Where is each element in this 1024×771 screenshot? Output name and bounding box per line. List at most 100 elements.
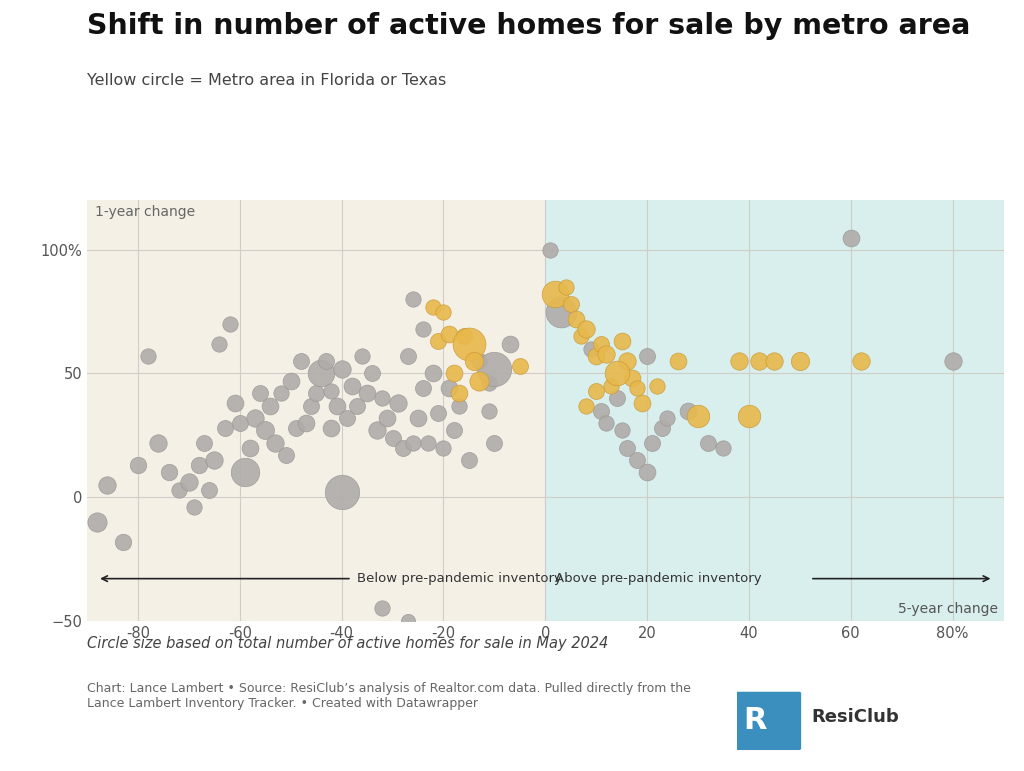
Text: Below pre-pandemic inventory: Below pre-pandemic inventory (357, 572, 562, 585)
Point (410, 412, 426, 424)
Point (130, 459, 146, 471)
Point (547, 288, 563, 301)
Point (593, 404, 609, 416)
Point (379, 412, 395, 424)
Point (440, 328, 457, 340)
Point (654, 422, 671, 434)
Point (624, 372, 640, 385)
Point (481, 377, 498, 389)
Point (792, 355, 808, 367)
Point (211, 338, 227, 350)
Point (649, 379, 666, 392)
Bar (87, 200, 545, 621)
Point (588, 350, 604, 362)
Point (185, 501, 202, 513)
Point (430, 407, 446, 419)
Point (618, 442, 635, 454)
Point (201, 483, 217, 496)
Point (502, 338, 518, 350)
Point (766, 355, 782, 367)
Point (451, 387, 467, 399)
Point (716, 442, 732, 454)
Point (471, 355, 487, 367)
Point (486, 436, 503, 449)
Point (399, 614, 416, 627)
Point (196, 436, 212, 449)
Point (608, 392, 625, 404)
Point (415, 323, 431, 335)
Point (588, 385, 604, 397)
Point (318, 355, 335, 367)
Point (140, 350, 157, 362)
Point (603, 379, 620, 392)
Point (461, 454, 477, 466)
Point (562, 298, 579, 311)
Point (308, 387, 325, 399)
Point (578, 323, 594, 335)
Point (247, 412, 263, 424)
Point (740, 409, 757, 422)
Point (334, 486, 350, 498)
Point (440, 382, 457, 395)
Point (751, 355, 767, 367)
Point (670, 355, 686, 367)
Point (613, 335, 630, 348)
Point (384, 432, 400, 444)
Point (278, 449, 294, 461)
Point (358, 387, 375, 399)
Point (221, 318, 238, 330)
Text: R: R (743, 706, 767, 736)
Point (262, 399, 279, 412)
Point (486, 362, 503, 375)
Point (567, 313, 584, 325)
Point (272, 387, 289, 399)
Point (557, 281, 573, 293)
Point (283, 375, 299, 387)
Bar (545, 200, 1004, 621)
Point (598, 417, 614, 429)
Text: Chart: Lance Lambert • Source: ResiClub’s analysis of Realtor.com data. Pulled d: Chart: Lance Lambert • Source: ResiClub’… (87, 682, 691, 710)
Text: Circle size based on total number of active homes for sale in May 2024: Circle size based on total number of act… (87, 636, 608, 651)
Point (190, 459, 207, 471)
Point (583, 342, 599, 355)
Point (170, 483, 186, 496)
Point (415, 382, 431, 395)
Point (369, 424, 385, 436)
Point (425, 367, 441, 379)
Point (298, 417, 314, 429)
Point (180, 476, 197, 488)
Point (598, 348, 614, 360)
Point (349, 399, 366, 412)
Point (89, 516, 105, 528)
Point (690, 409, 707, 422)
Point (404, 293, 421, 305)
Text: Yellow circle = Metro area in Florida or Texas: Yellow circle = Metro area in Florida or… (87, 73, 446, 88)
Point (374, 392, 390, 404)
Point (593, 338, 609, 350)
Point (374, 602, 390, 614)
Point (404, 436, 421, 449)
Point (445, 424, 462, 436)
Point (613, 424, 630, 436)
Point (206, 454, 222, 466)
Point (853, 355, 869, 367)
Point (226, 397, 243, 409)
Point (389, 397, 406, 409)
Point (430, 335, 446, 348)
Point (257, 424, 273, 436)
Point (466, 355, 482, 367)
Point (303, 399, 319, 412)
Point (634, 397, 650, 409)
Point (364, 367, 380, 379)
Point (293, 355, 309, 367)
Point (242, 442, 258, 454)
Point (313, 367, 330, 379)
Point (572, 330, 589, 342)
Point (161, 466, 177, 479)
Point (680, 404, 696, 416)
Point (843, 231, 859, 244)
Point (639, 466, 655, 479)
Point (644, 436, 660, 449)
Point (420, 436, 436, 449)
Point (394, 442, 411, 454)
